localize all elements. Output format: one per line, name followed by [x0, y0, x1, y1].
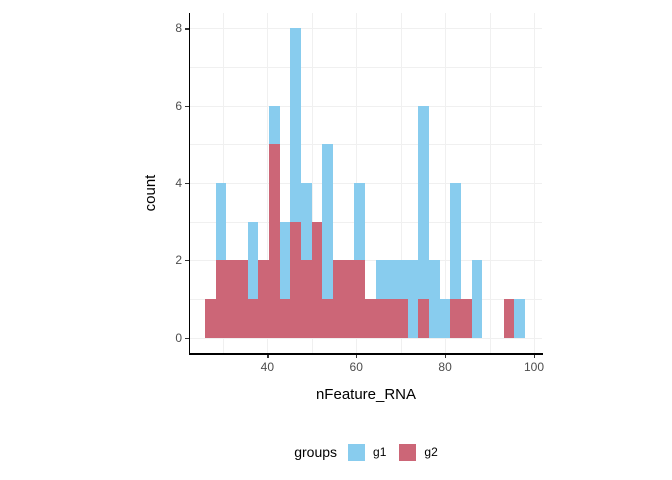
x-gridline: [400, 13, 402, 353]
x-axis-title: nFeature_RNA: [315, 386, 417, 403]
y-tick-label: 4: [175, 176, 182, 190]
y-tick: [185, 105, 189, 107]
histogram-bar-g1: [247, 221, 259, 338]
histogram-bar-g2: [237, 260, 248, 338]
histogram-bar-g2: [279, 298, 291, 338]
x-tick: [445, 354, 447, 358]
histogram-bar-g1: [407, 260, 419, 338]
y-tick: [185, 28, 189, 30]
x-tick: [534, 354, 536, 358]
histogram-bar-g1: [279, 221, 291, 338]
histogram-bar-g2: [311, 221, 323, 338]
histogram-bar-g2: [226, 260, 238, 338]
y-gridline: [190, 260, 542, 262]
histogram-bar-g1: [418, 105, 430, 338]
histogram-bar-g2: [343, 260, 355, 338]
x-gridline: [489, 13, 491, 353]
histogram-bar-g2: [258, 260, 270, 338]
histogram-bar-g2: [461, 298, 472, 338]
histogram-bar-g2: [365, 298, 376, 338]
histogram-bar-g1: [429, 260, 440, 338]
histogram-bar-g2: [333, 260, 344, 338]
histogram-bar-g2: [269, 144, 280, 338]
y-axis-title: count: [141, 174, 159, 212]
legend-label-g1: g1: [373, 445, 387, 459]
x-tick: [356, 354, 358, 358]
y-gridline: [190, 183, 542, 184]
y-gridline: [190, 337, 542, 339]
histogram-bar-g2: [205, 298, 216, 338]
histogram-bar-g2: [215, 260, 227, 338]
histogram-bar-g1: [514, 298, 526, 338]
x-gridline: [534, 13, 535, 353]
x-gridline: [267, 13, 269, 353]
histogram-bar-g2: [397, 298, 408, 338]
y-tick: [185, 260, 189, 262]
x-tick-label: 80: [438, 360, 452, 374]
y-tick-label: 0: [175, 330, 182, 345]
legend-title: groups: [294, 444, 338, 460]
histogram-bar-g2: [322, 298, 334, 338]
histogram-bar-g1: [450, 183, 462, 338]
histogram-bar-g1: [471, 260, 483, 338]
y-tick: [185, 183, 189, 185]
legend-item-g2: g2: [399, 443, 438, 461]
legend-swatch-g2: [399, 443, 417, 461]
x-axis-line: [188, 353, 543, 355]
y-gridline: [190, 105, 542, 107]
histogram-bar-g1: [290, 28, 302, 338]
histogram-bar-g1: [322, 144, 334, 338]
histogram-bar-g1: [439, 298, 451, 338]
y-gridline: [190, 144, 542, 146]
x-gridline: [311, 13, 313, 353]
y-gridline: [190, 221, 542, 223]
plot-panel: [190, 13, 542, 353]
histogram-bar-g1: [397, 260, 408, 338]
x-tick: [267, 354, 269, 358]
legend-swatch-g1: [348, 443, 366, 461]
histogram-bar-g2: [450, 298, 462, 338]
histogram-bar-g1: [375, 260, 387, 338]
x-gridline: [445, 13, 447, 353]
x-tick-label: 40: [260, 360, 274, 374]
y-tick-label: 2: [175, 253, 182, 268]
histogram-bar-g2: [386, 298, 398, 338]
histogram-bar-g2: [290, 221, 302, 338]
y-tick-label: 8: [175, 21, 182, 36]
histogram-bar-g2: [503, 298, 515, 338]
y-tick: [185, 337, 189, 339]
legend-label-g2: g2: [424, 445, 438, 459]
y-gridline: [190, 67, 542, 69]
histogram-bar-g1: [386, 260, 398, 338]
x-tick-label: 100: [523, 360, 545, 374]
y-axis-line: [188, 13, 190, 354]
histogram-bar-g2: [247, 298, 259, 338]
legend-items: g1 g2: [348, 443, 438, 461]
histogram-bar-g2: [418, 298, 430, 338]
x-tick-label: 60: [349, 360, 363, 374]
legend: groups g1 g2: [190, 441, 542, 463]
histogram-bar-g2: [354, 260, 366, 338]
histogram-bar-g2: [301, 260, 312, 338]
legend-item-g1: g1: [348, 443, 387, 461]
histogram-bar-g2: [375, 298, 387, 338]
y-gridline: [190, 28, 542, 30]
y-tick-label: 6: [175, 98, 182, 113]
